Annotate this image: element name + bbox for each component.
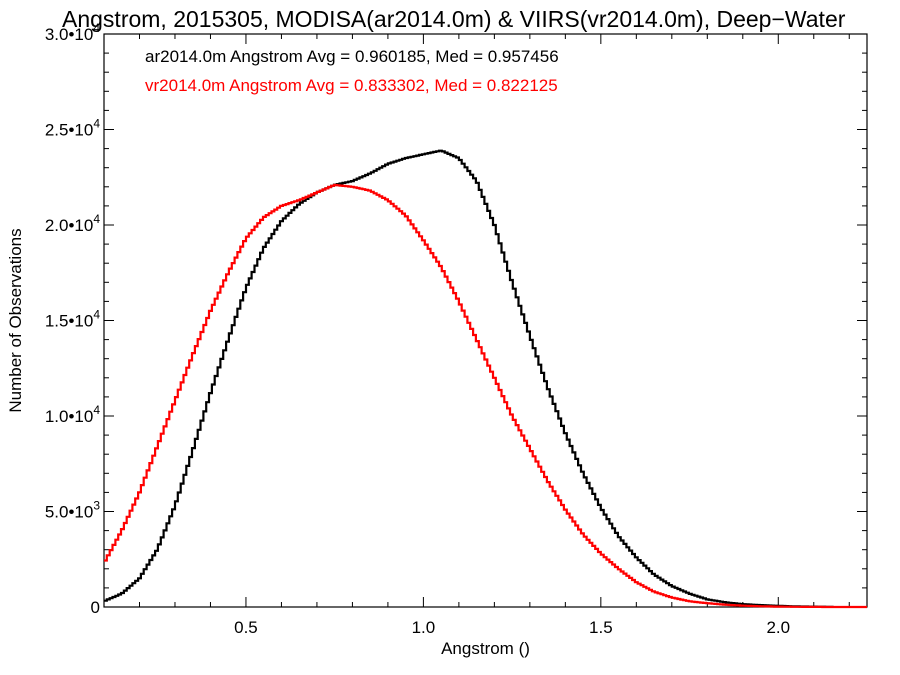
y-tick-label: 3.0•104 — [45, 21, 101, 44]
x-tick-label: 1.0 — [412, 618, 436, 637]
y-tick-label: 1.5•104 — [45, 308, 101, 331]
legend-entry-ar2014: ar2014.0m Angstrom Avg = 0.960185, Med =… — [145, 47, 559, 66]
series-line-ar20140m — [104, 149, 834, 608]
x-tick-label: 1.5 — [589, 618, 613, 637]
x-axis-label: Angstrom () — [441, 639, 530, 658]
chart-title: Angstrom, 2015305, MODISA(ar2014.0m) & V… — [62, 6, 846, 32]
x-tick-label: 2.0 — [766, 618, 790, 637]
y-tick-labels: 0 5.0•103 1.0•104 1.5•104 2.0•104 2.5•104 3.0•… — [45, 21, 101, 617]
y-tick-label: 0 — [91, 598, 100, 617]
y-axis-label: Number of Observations — [6, 228, 25, 412]
series-lines — [104, 149, 867, 609]
y-tick-label: 2.5•104 — [45, 117, 101, 140]
x-tick-labels: 0.5 1.0 1.5 2.0 — [234, 618, 790, 637]
y-tick-label: 1.0•104 — [45, 403, 101, 426]
y-tick-label: 2.0•104 — [45, 212, 101, 235]
legend-entry-vr2014: vr2014.0m Angstrom Avg = 0.833302, Med =… — [145, 76, 558, 95]
x-tick-label: 0.5 — [234, 618, 258, 637]
axis-ticks — [103, 33, 867, 608]
y-tick-label: 5.0•103 — [45, 499, 101, 522]
series-line-vr20140m — [104, 183, 867, 609]
